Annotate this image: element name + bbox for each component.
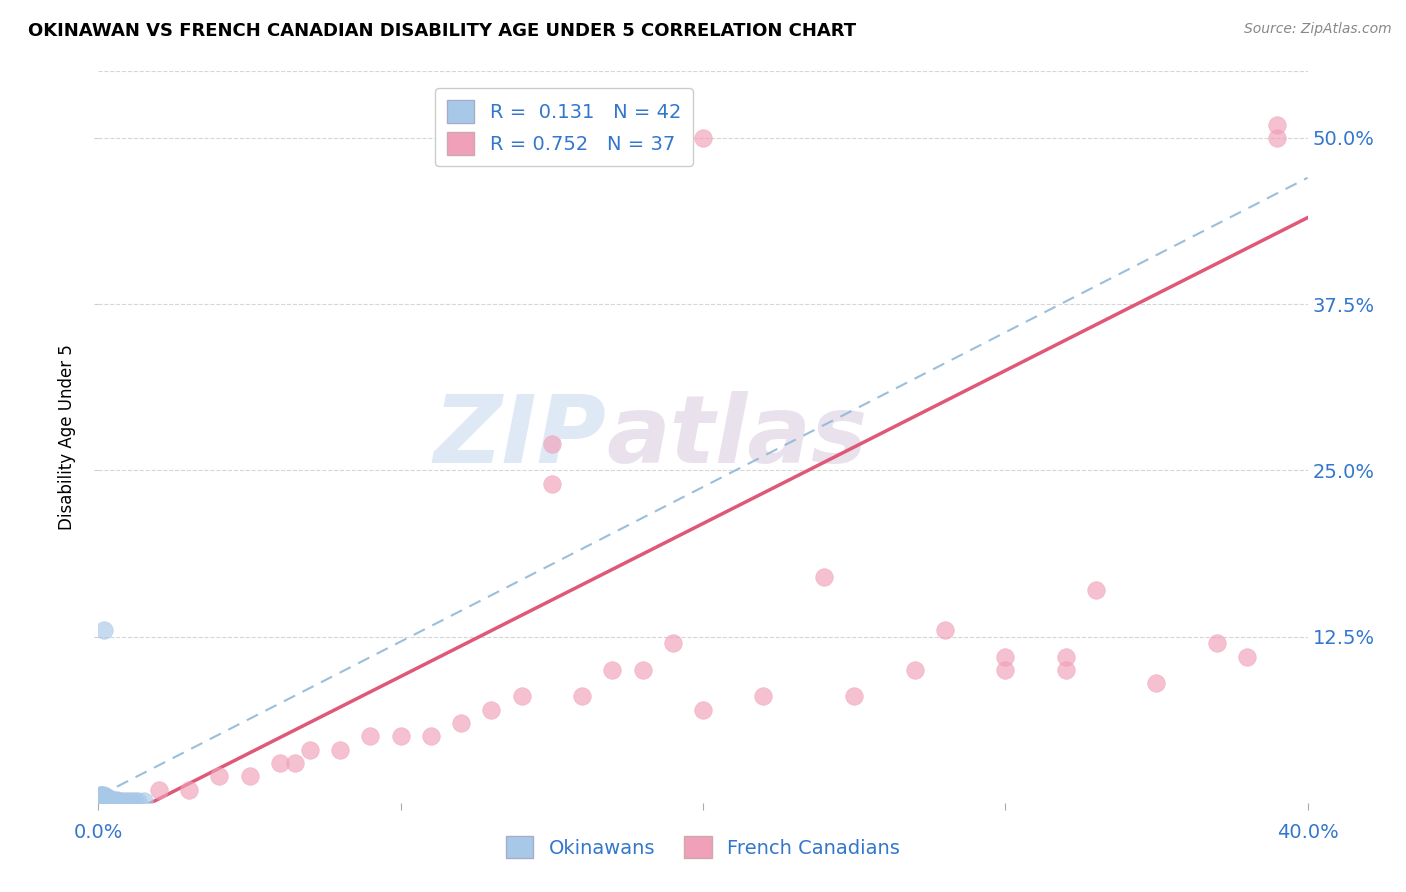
Point [100, 795, 122, 809]
Point [420, 729, 443, 743]
Point [631, 663, 654, 677]
Point [96, 793, 118, 807]
Point [1054, 663, 1077, 677]
Point [90, 788, 112, 802]
Point [111, 795, 134, 809]
Point [904, 663, 927, 677]
Point [1206, 636, 1229, 650]
Point [540, 476, 562, 491]
Point [90, 789, 112, 804]
Point [90, 789, 112, 804]
Point [103, 793, 125, 807]
Point [90, 795, 112, 809]
Point [96, 792, 118, 806]
Point [121, 795, 143, 809]
Point [90, 792, 112, 806]
Point [450, 716, 472, 731]
Point [132, 795, 155, 809]
Point [1144, 676, 1167, 690]
Point [1085, 582, 1108, 597]
Point [602, 663, 624, 677]
Legend: Okinawans, French Canadians: Okinawans, French Canadians [498, 828, 908, 866]
Point [90, 795, 112, 809]
Point [752, 690, 775, 704]
Text: ZIP: ZIP [433, 391, 606, 483]
Point [90, 795, 112, 809]
Point [93, 790, 115, 805]
Point [105, 795, 128, 809]
Text: atlas: atlas [606, 391, 868, 483]
Point [1267, 131, 1289, 145]
Point [93, 792, 115, 806]
Point [100, 793, 122, 807]
Point [329, 742, 352, 756]
Point [510, 690, 533, 704]
Point [540, 436, 562, 450]
Text: 0.0%: 0.0% [73, 823, 124, 842]
Point [93, 788, 115, 802]
Point [96, 795, 118, 809]
Point [90, 790, 112, 805]
Point [692, 131, 714, 145]
Point [93, 789, 115, 804]
Point [844, 690, 866, 704]
Point [179, 782, 201, 797]
Point [90, 790, 112, 805]
Point [239, 769, 262, 783]
Point [284, 756, 307, 770]
Point [93, 795, 115, 809]
Point [127, 795, 149, 809]
Point [90, 792, 112, 806]
Point [90, 793, 112, 807]
Point [661, 636, 683, 650]
Point [299, 742, 322, 756]
Point [114, 795, 136, 809]
Point [481, 703, 503, 717]
Point [90, 793, 112, 807]
Point [360, 729, 382, 743]
Point [934, 623, 956, 637]
Text: 40.0%: 40.0% [1277, 823, 1339, 842]
Point [813, 570, 835, 584]
Point [90, 788, 112, 802]
Point [103, 795, 125, 809]
Point [994, 663, 1017, 677]
Point [93, 793, 115, 807]
Point [571, 690, 593, 704]
Point [208, 769, 231, 783]
Point [96, 790, 118, 805]
Point [124, 795, 146, 809]
Point [105, 793, 128, 807]
Point [118, 795, 141, 809]
Point [108, 795, 131, 809]
Point [93, 623, 115, 637]
Point [389, 729, 412, 743]
Point [90, 789, 112, 804]
Point [90, 788, 112, 802]
Text: Source: ZipAtlas.com: Source: ZipAtlas.com [1244, 22, 1392, 37]
Point [994, 649, 1017, 664]
Point [269, 756, 291, 770]
Point [100, 792, 122, 806]
Text: OKINAWAN VS FRENCH CANADIAN DISABILITY AGE UNDER 5 CORRELATION CHART: OKINAWAN VS FRENCH CANADIAN DISABILITY A… [28, 22, 856, 40]
Point [1236, 649, 1258, 664]
Point [1054, 649, 1077, 664]
Point [692, 703, 714, 717]
Point [148, 782, 170, 797]
Y-axis label: Disability Age Under 5: Disability Age Under 5 [58, 344, 76, 530]
Point [90, 795, 112, 809]
Point [1267, 118, 1289, 132]
